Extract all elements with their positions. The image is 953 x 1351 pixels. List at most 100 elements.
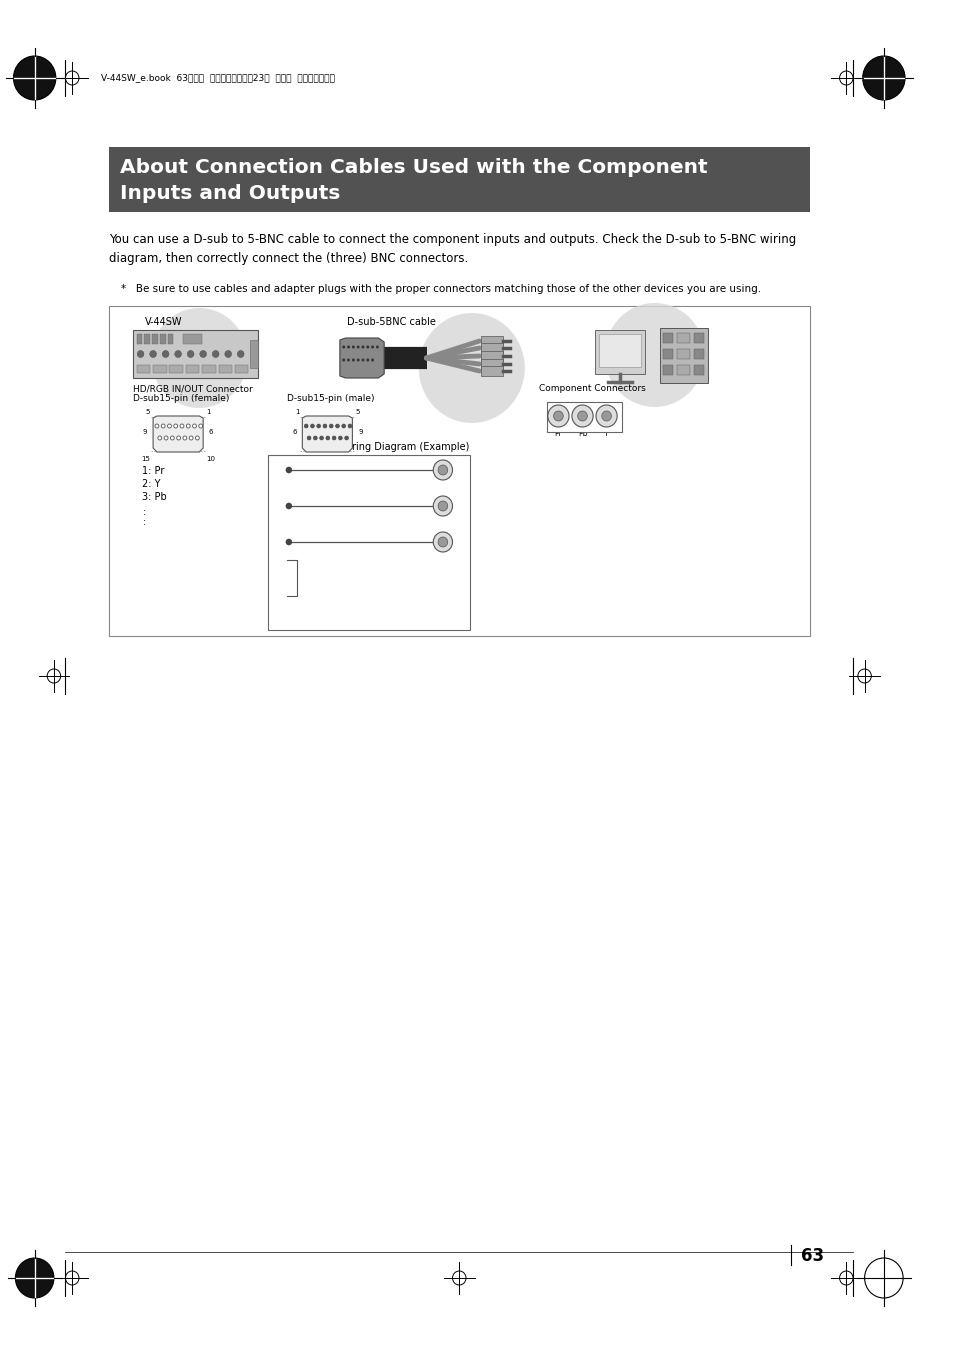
Text: Pb: Pb [456,536,468,547]
Circle shape [338,436,342,440]
Polygon shape [152,416,203,453]
Circle shape [371,346,374,349]
Text: 7: 7 [278,573,285,584]
FancyBboxPatch shape [234,365,248,373]
Text: D-sub-5BNC cable: D-sub-5BNC cable [346,317,435,327]
Text: 1: Pr: 1: Pr [142,466,165,476]
Circle shape [433,459,452,480]
Text: HD/RGB IN/OUT Connector: HD/RGB IN/OUT Connector [132,384,253,393]
FancyBboxPatch shape [160,334,166,345]
Text: Inputs and Outputs: Inputs and Outputs [120,184,340,203]
FancyBboxPatch shape [662,365,672,376]
Text: About Connection Cables Used with the Component: About Connection Cables Used with the Co… [120,158,707,177]
Text: Pb: Pb [578,430,587,438]
Circle shape [329,424,333,428]
Circle shape [193,424,196,428]
Circle shape [596,405,617,427]
Circle shape [342,358,345,362]
FancyBboxPatch shape [109,305,809,636]
Circle shape [154,424,159,428]
Circle shape [342,346,345,349]
Text: 5: 5 [146,409,150,415]
Text: Pr: Pr [554,430,561,438]
Text: 63: 63 [801,1247,823,1265]
Circle shape [187,350,193,358]
FancyBboxPatch shape [109,147,809,212]
Circle shape [150,350,156,358]
Circle shape [195,436,199,440]
FancyBboxPatch shape [481,343,502,353]
Text: 6: 6 [209,430,213,435]
Text: Y: Y [603,430,608,438]
Text: :: : [281,613,285,623]
Circle shape [578,411,587,422]
Circle shape [418,313,524,423]
FancyBboxPatch shape [481,336,502,346]
Circle shape [371,358,374,362]
FancyBboxPatch shape [202,365,215,373]
Text: :: : [281,621,285,631]
Circle shape [433,496,452,516]
Circle shape [341,424,345,428]
Circle shape [366,358,369,362]
FancyBboxPatch shape [694,349,703,359]
Circle shape [361,358,364,362]
Circle shape [162,350,169,358]
Text: 8: 8 [278,590,285,601]
Circle shape [307,436,311,440]
Circle shape [347,346,350,349]
Circle shape [137,350,144,358]
Text: 4: 4 [278,519,285,530]
Circle shape [304,424,308,428]
Text: V-44SW_e.book  63ページ  ２００６年１０月23日  月曜日  午後３時２５分: V-44SW_e.book 63ページ ２００６年１０月23日 月曜日 午後３時… [101,73,335,82]
Circle shape [553,411,562,422]
Text: :: : [142,507,146,517]
FancyBboxPatch shape [481,359,502,369]
Circle shape [183,436,187,440]
Circle shape [347,358,350,362]
Text: V-44SW: V-44SW [144,317,182,327]
FancyBboxPatch shape [595,330,644,374]
FancyBboxPatch shape [168,334,173,345]
Circle shape [174,350,181,358]
Circle shape [286,539,292,544]
Circle shape [437,501,447,511]
Text: Cable Wiring Diagram (Example): Cable Wiring Diagram (Example) [309,442,470,453]
Circle shape [176,436,180,440]
FancyBboxPatch shape [250,340,257,367]
Text: 10: 10 [206,457,214,462]
Text: Pr: Pr [456,465,466,476]
FancyBboxPatch shape [659,328,707,382]
Text: 15: 15 [141,457,150,462]
Text: 9: 9 [143,430,147,435]
Circle shape [862,55,904,100]
Text: 5: 5 [278,536,285,547]
Circle shape [158,436,162,440]
Text: D-sub15-pin (female): D-sub15-pin (female) [132,394,229,403]
Text: 3: Pb: 3: Pb [142,492,167,503]
Circle shape [361,346,364,349]
Circle shape [352,358,355,362]
FancyBboxPatch shape [132,330,257,378]
FancyBboxPatch shape [136,365,150,373]
Text: 2: 2 [278,484,285,493]
FancyBboxPatch shape [152,365,167,373]
Circle shape [323,424,327,428]
Circle shape [601,411,611,422]
FancyBboxPatch shape [598,334,640,367]
FancyBboxPatch shape [170,365,183,373]
Circle shape [180,424,184,428]
Circle shape [198,424,202,428]
Circle shape [225,350,232,358]
FancyBboxPatch shape [694,365,703,376]
Circle shape [199,350,206,358]
Circle shape [13,55,56,100]
Text: Y: Y [456,501,462,511]
FancyBboxPatch shape [186,365,199,373]
Text: :: : [142,517,146,527]
Circle shape [164,436,168,440]
Circle shape [437,465,447,476]
Circle shape [319,436,323,440]
FancyBboxPatch shape [662,349,672,359]
FancyBboxPatch shape [546,403,621,432]
